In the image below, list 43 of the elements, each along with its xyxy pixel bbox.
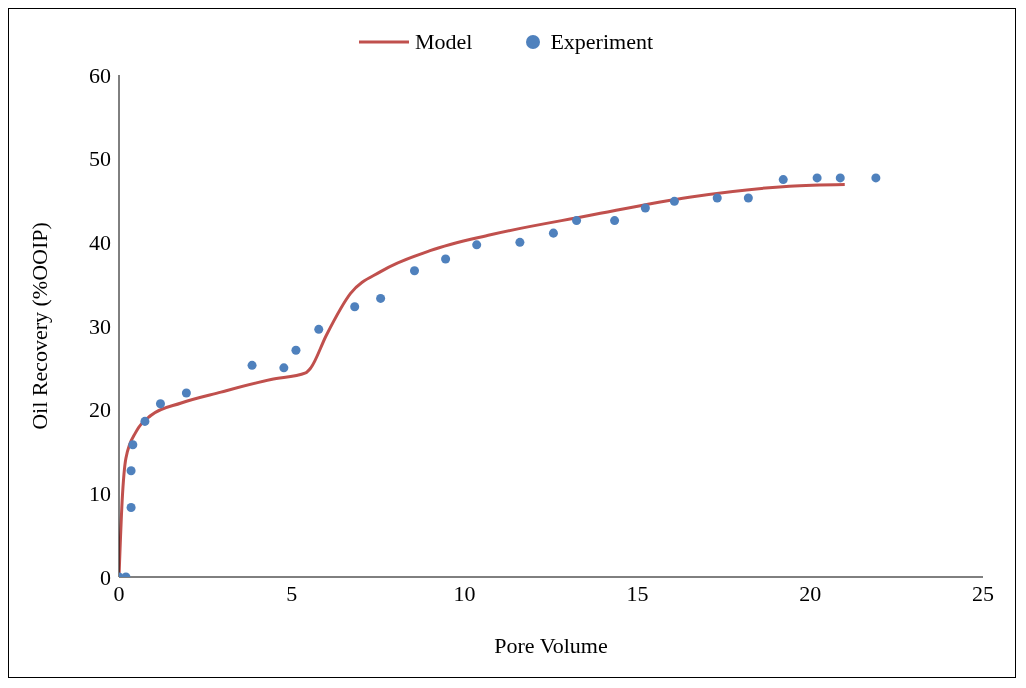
x-tick-label: 15: [626, 580, 649, 606]
x-tick-label: 5: [286, 580, 298, 606]
point: [743, 193, 753, 203]
point: [409, 266, 419, 276]
point: [712, 193, 722, 203]
y-tick-label: 60: [89, 62, 111, 88]
y-tick-label: 20: [89, 397, 111, 423]
point: [548, 228, 558, 238]
point: [812, 173, 822, 183]
point: [155, 399, 165, 409]
point: [314, 324, 324, 334]
point: [572, 216, 582, 226]
point: [778, 175, 788, 185]
y-axis-title: Oil Recovery (%OOIP): [26, 222, 52, 430]
point: [871, 173, 881, 183]
point: [376, 293, 386, 303]
x-tick-label: 10: [453, 580, 476, 606]
y-tick-label: 0: [100, 564, 111, 590]
point: [640, 203, 650, 213]
point: [610, 216, 620, 226]
legend-label: Model: [414, 29, 473, 55]
y-tick-label: 10: [89, 481, 111, 507]
point: [472, 240, 482, 250]
point: [126, 466, 136, 476]
x-tick-label: 20: [799, 580, 822, 606]
point: [279, 363, 289, 373]
legend-label: Experiment: [550, 29, 654, 55]
y-tick-label: 30: [89, 313, 111, 339]
x-axis-title: Pore Volume: [494, 633, 608, 658]
point: [291, 345, 301, 355]
point: [441, 254, 451, 264]
y-tick-label: 40: [89, 230, 111, 256]
y-tick-label: 50: [89, 146, 111, 172]
point: [835, 173, 845, 183]
x-tick-label: 25: [972, 580, 994, 606]
point: [669, 196, 679, 206]
point: [247, 360, 257, 370]
point: [181, 388, 191, 398]
point: [128, 440, 138, 450]
point: [126, 503, 136, 513]
point: [350, 302, 360, 312]
point: [140, 416, 150, 426]
point: [515, 237, 525, 247]
